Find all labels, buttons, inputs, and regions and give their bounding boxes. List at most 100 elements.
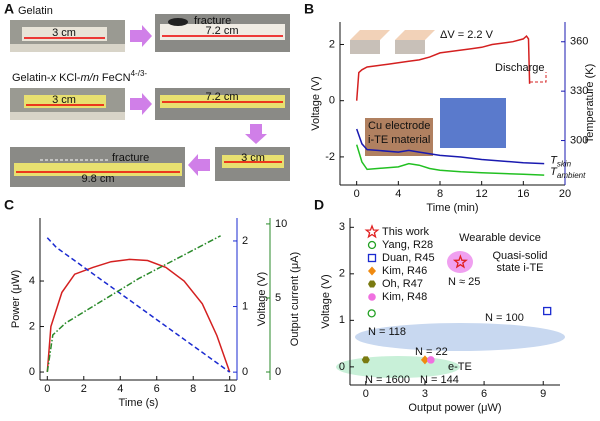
x-tick-label: 2 [81, 383, 87, 395]
length: 7.2 cm [205, 25, 238, 37]
length: 9.8 cm [81, 173, 114, 185]
series-label: Tskin [550, 155, 572, 169]
series-line [355, 128, 545, 165]
y-axis-label: Voltage (V) [310, 76, 322, 130]
y-tick-label: 4 [29, 275, 35, 287]
panel-letter: A [4, 1, 14, 17]
y-tick-label: 2 [29, 320, 35, 332]
series-line [46, 235, 221, 373]
annotation: N = 118 [368, 326, 406, 338]
x-tick-label: 0 [354, 188, 360, 200]
y-axis-label: Voltage (V) [320, 274, 332, 328]
annotation: fracture [112, 152, 149, 164]
x-tick-label: 3 [422, 388, 428, 400]
x-axis-label: Output power (μW) [408, 402, 501, 414]
y3-tick-label: 5 [275, 292, 281, 304]
series-subscript: ambient [557, 171, 586, 180]
y-axis-label: Power (μW) [10, 270, 22, 328]
legend-label: Yang, R28 [382, 239, 433, 251]
x-tick-label: 9 [540, 388, 546, 400]
label-part: x [50, 72, 57, 84]
arrow [130, 93, 152, 115]
ruler [10, 112, 125, 120]
y2-axis-label: Voltage (V) [256, 272, 268, 326]
annotation: Discharge [495, 62, 545, 74]
panel-letter: D [314, 197, 324, 213]
block [395, 30, 435, 40]
discharge-arrow [530, 72, 547, 83]
legend-label: Duan, R45 [382, 252, 435, 264]
annotation: N ≈ 25 [448, 276, 480, 288]
x-tick-label: 6 [481, 388, 487, 400]
fracture-mark [168, 18, 188, 26]
y-tick-label: 2 [329, 38, 335, 50]
y2-tick-label: 300 [570, 134, 588, 146]
marker [427, 356, 435, 364]
x-axis-label: Time (s) [119, 397, 159, 409]
legend-label: This work [382, 226, 430, 238]
x-tick-label: 6 [154, 383, 160, 395]
ruler [10, 44, 125, 52]
length: 7.2 cm [205, 91, 238, 103]
x-tick-label: 0 [363, 388, 369, 400]
series-name: T [550, 155, 558, 167]
label-part: m/n [80, 72, 98, 84]
block [350, 40, 380, 54]
panel-letter: C [4, 197, 14, 213]
y-tick-label: 0 [329, 95, 335, 107]
legend-label: Kim, R48 [382, 291, 427, 303]
x-tick-label: 8 [437, 188, 443, 200]
series-subscript: skin [557, 160, 572, 169]
marker [367, 309, 376, 318]
annotation: N = 22 [415, 346, 448, 358]
marker [368, 293, 376, 301]
y-tick-label: 3 [339, 221, 345, 233]
annotation: N = 144 [420, 374, 459, 386]
series-line [355, 34, 531, 101]
annotation: Wearable device [459, 232, 541, 244]
y2-tick-label: 2 [242, 235, 248, 247]
y2-axis-label: Temperature (K) [584, 64, 596, 143]
label: Gelatin-x KCl-m/n FeCN4-/3- [12, 69, 147, 84]
marker [452, 254, 468, 269]
marker [367, 240, 377, 250]
region [355, 323, 565, 351]
marker [367, 253, 377, 263]
series-line [46, 258, 231, 373]
y3-tick-label: 0 [275, 366, 281, 378]
x-tick-label: 10 [224, 383, 236, 395]
series-label: Tambient [550, 166, 586, 180]
annotation: N = 1600 [365, 374, 410, 386]
length: 3 cm [52, 94, 76, 106]
series-line [46, 237, 231, 373]
series-line [355, 144, 545, 176]
y2-tick-label: 0 [242, 366, 248, 378]
y-tick-label: -2 [325, 151, 335, 163]
label-part: Gelatin- [12, 72, 51, 84]
y-tick-label: 0 [29, 366, 35, 378]
marker [420, 355, 429, 365]
block [395, 40, 425, 54]
marker [361, 356, 370, 364]
inset-photo [440, 98, 506, 148]
label-part: 4-/3- [131, 69, 148, 78]
annotation: N = 100 [485, 312, 524, 324]
y2-tick-label: 330 [570, 85, 588, 97]
y-tick-label: 2 [339, 268, 345, 280]
panel-letter: B [304, 1, 314, 17]
arrow [245, 124, 267, 144]
annotation: Cu electrode [368, 120, 430, 132]
label: Gelatin [18, 5, 53, 17]
annotation: state i-TE [496, 262, 543, 274]
block [350, 30, 390, 40]
marker [364, 224, 380, 239]
marker [368, 266, 376, 276]
legend-label: Oh, R47 [382, 278, 423, 290]
x-tick-label: 4 [117, 383, 123, 395]
annotation: i-TE material [368, 134, 430, 146]
x-tick-label: 4 [395, 188, 401, 200]
series-name: T [550, 166, 558, 178]
y3-tick-label: 10 [275, 218, 287, 230]
annotation: Quasi-solid [492, 250, 547, 262]
